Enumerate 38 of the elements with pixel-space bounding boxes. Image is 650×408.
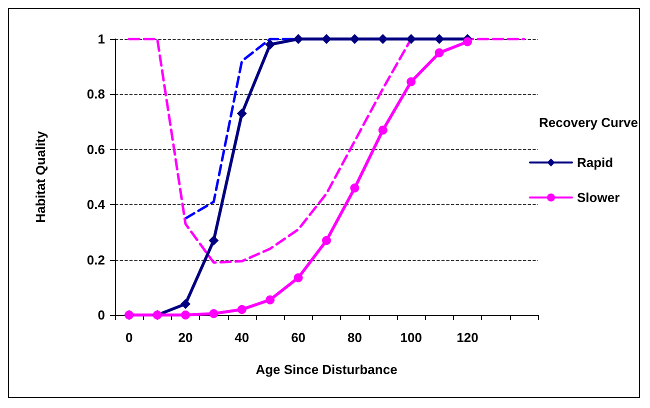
legend-title: Recovery Curve — [539, 115, 638, 130]
x-tick-label: 60 — [291, 330, 306, 345]
point — [236, 108, 247, 119]
x-tick-label: 40 — [234, 330, 250, 345]
x-tick-label: 20 — [178, 330, 193, 345]
x-axis-title: Age Since Disturbance — [256, 362, 398, 377]
y-tick-label: 0 — [98, 308, 105, 322]
y-tick-label: 1 — [98, 32, 105, 46]
point — [378, 34, 388, 44]
point — [237, 304, 246, 314]
legend-label: Rapid — [577, 155, 614, 170]
point — [180, 298, 190, 309]
point — [350, 34, 360, 44]
point — [209, 309, 218, 318]
y-tick-label: 0.2 — [86, 252, 105, 268]
legend-label: Slower — [577, 190, 620, 205]
point — [322, 34, 332, 44]
point — [434, 48, 444, 58]
point — [434, 34, 444, 44]
x-tick-label: 80 — [347, 330, 362, 345]
point — [378, 126, 388, 135]
y-tick-label: 0.8 — [86, 86, 105, 102]
x-tick-label: 0 — [125, 330, 133, 345]
point — [406, 77, 416, 86]
point — [181, 310, 190, 320]
y-tick-label: 0.4 — [86, 197, 106, 212]
x-tick-label: 120 — [456, 330, 478, 345]
x-tick-label: 100 — [400, 330, 422, 345]
point — [350, 184, 360, 193]
point — [322, 236, 331, 245]
y-axis-title: Habitat Quality — [33, 130, 48, 223]
point — [294, 273, 303, 282]
point — [266, 295, 275, 304]
point — [265, 40, 276, 50]
point — [463, 37, 472, 46]
y-tick-label: 0.6 — [86, 142, 105, 157]
point — [208, 235, 219, 246]
point — [293, 34, 304, 44]
